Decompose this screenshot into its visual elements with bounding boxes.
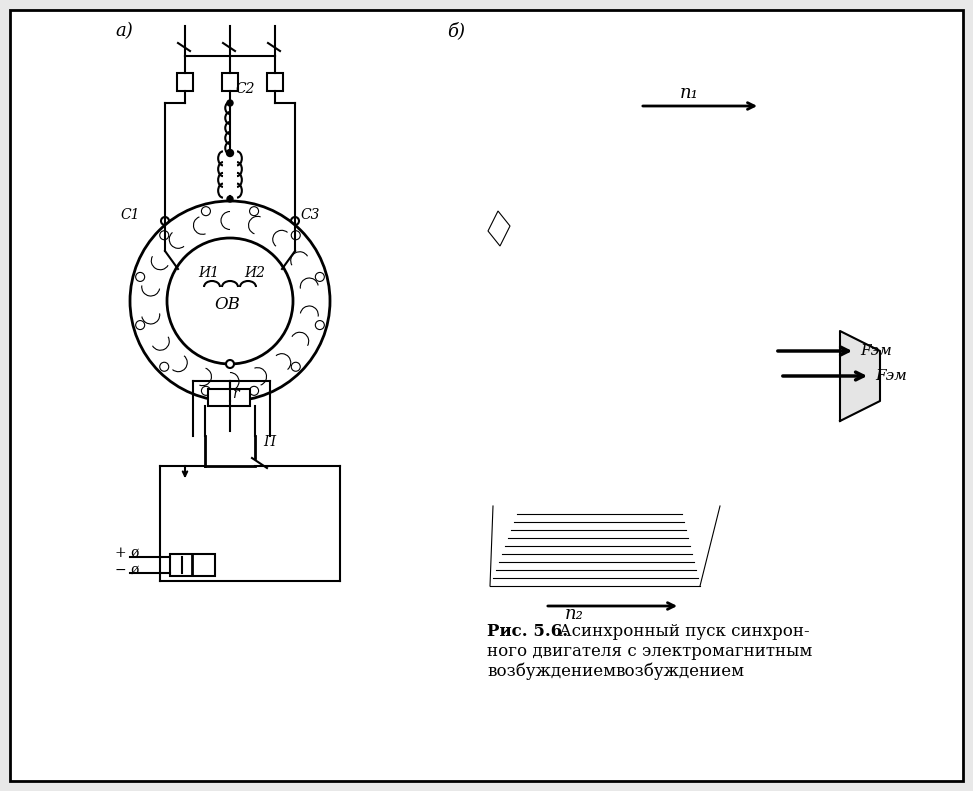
Text: Асинхронный пуск синхрон-: Асинхронный пуск синхрон- <box>559 623 810 640</box>
Text: n₁: n₁ <box>680 84 699 102</box>
Bar <box>177 73 193 91</box>
Text: возбуждением: возбуждением <box>487 663 616 680</box>
Text: n₂: n₂ <box>565 605 584 623</box>
Bar <box>208 389 250 406</box>
Text: − ø: − ø <box>115 563 139 577</box>
Circle shape <box>249 206 259 216</box>
Text: б): б) <box>447 22 465 40</box>
Circle shape <box>291 362 301 371</box>
Bar <box>170 554 215 576</box>
Polygon shape <box>840 331 880 421</box>
Text: r: r <box>232 387 238 401</box>
Circle shape <box>291 217 299 225</box>
Text: ОВ: ОВ <box>214 296 240 313</box>
Bar <box>267 73 283 91</box>
Text: + ø: + ø <box>115 546 139 560</box>
Circle shape <box>227 149 234 157</box>
Circle shape <box>227 196 233 202</box>
Circle shape <box>201 386 210 396</box>
Circle shape <box>226 360 234 368</box>
Circle shape <box>161 217 169 225</box>
Bar <box>222 73 238 91</box>
Text: Fэм: Fэм <box>860 344 891 358</box>
Text: a): a) <box>115 22 132 40</box>
Text: И2: И2 <box>244 266 265 280</box>
Circle shape <box>130 201 330 401</box>
Text: И1: И1 <box>198 266 219 280</box>
Text: Рис. 5.6.: Рис. 5.6. <box>487 623 568 640</box>
Circle shape <box>315 272 324 282</box>
Text: C1: C1 <box>120 208 139 222</box>
Circle shape <box>135 272 145 282</box>
Text: C3: C3 <box>300 208 319 222</box>
Text: П: П <box>263 435 275 449</box>
Circle shape <box>135 320 145 330</box>
Circle shape <box>291 231 301 240</box>
Circle shape <box>167 238 293 364</box>
Circle shape <box>249 386 259 396</box>
Text: ного двигателя с электромагнитным: ного двигателя с электромагнитным <box>487 643 812 660</box>
Text: Fэм: Fэм <box>875 369 907 383</box>
Text: возбуждением: возбуждением <box>616 663 744 680</box>
Polygon shape <box>488 211 510 246</box>
Circle shape <box>201 206 210 216</box>
Circle shape <box>160 231 168 240</box>
Circle shape <box>315 320 324 330</box>
Circle shape <box>160 362 168 371</box>
Text: C2: C2 <box>235 82 255 96</box>
Circle shape <box>227 100 233 106</box>
